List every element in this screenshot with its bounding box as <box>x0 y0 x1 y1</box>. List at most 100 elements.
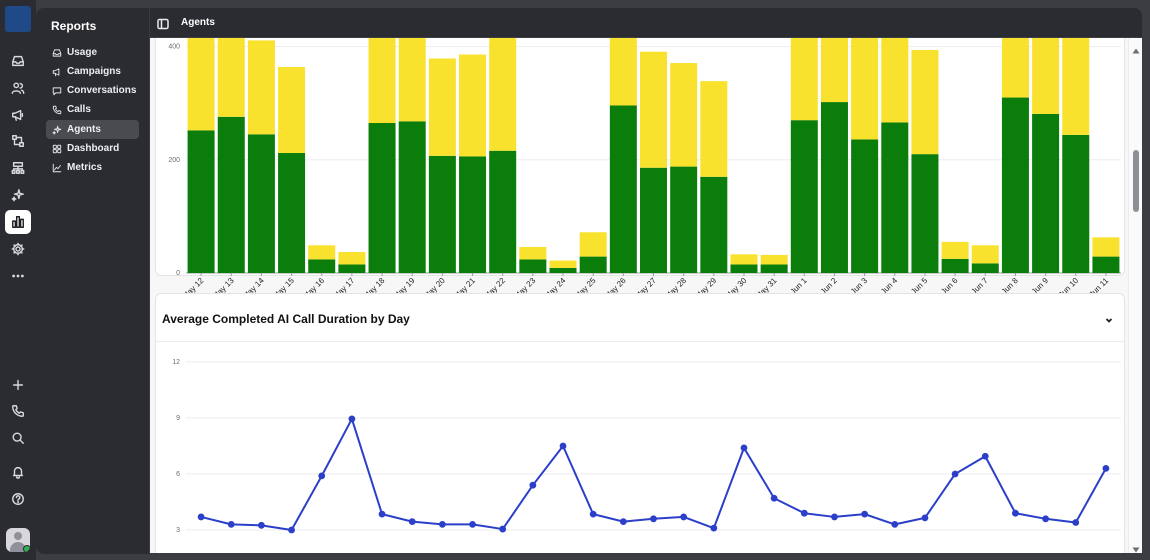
sidebar-toggle-icon[interactable] <box>157 17 169 30</box>
workspace-logo[interactable] <box>5 6 31 32</box>
bar-segment <box>368 38 396 124</box>
bar-segment <box>308 259 336 273</box>
sparkles-icon[interactable] <box>5 183 31 207</box>
bar-segment <box>338 252 366 265</box>
bar-segment <box>881 38 909 123</box>
sidebar-item-campaigns[interactable]: Campaigns <box>46 62 139 81</box>
bar-segment <box>1062 38 1090 135</box>
sparkles-icon <box>52 125 62 135</box>
data-point <box>1042 515 1049 523</box>
bar-segment <box>941 241 969 259</box>
megaphone-icon[interactable] <box>5 103 31 127</box>
data-point <box>740 444 748 452</box>
scroll-up-arrow-icon[interactable] <box>1132 42 1140 54</box>
org-chart-icon[interactable] <box>5 156 31 180</box>
sidebar-item-conversations[interactable]: Conversations <box>46 81 139 100</box>
bar-segment <box>911 49 939 155</box>
bar-segment <box>489 150 517 273</box>
bar-segment <box>820 102 848 274</box>
sidebar-item-usage[interactable]: Usage <box>46 43 139 62</box>
data-point <box>1072 519 1080 526</box>
bar-segment <box>640 51 667 168</box>
scrollbar-thumb[interactable] <box>1133 150 1139 212</box>
bar-segment <box>670 166 698 273</box>
sidebar-item-label: Calls <box>67 104 91 115</box>
bar-segment <box>670 63 698 167</box>
data-point <box>469 520 476 528</box>
workflow-icon[interactable] <box>5 129 31 153</box>
bar-segment <box>579 232 607 257</box>
sidebar-item-metrics[interactable]: Metrics <box>46 158 139 177</box>
bar-segment <box>911 154 939 273</box>
bar-segment <box>428 155 456 273</box>
bar-segment <box>790 38 818 121</box>
bar-segment <box>519 246 547 260</box>
data-point <box>559 442 567 450</box>
bar-segment <box>730 254 758 265</box>
line-chart: 3 6 9 12 <box>172 359 1121 534</box>
bar-segment <box>971 263 999 273</box>
bar-segment <box>247 134 275 273</box>
bar-segment <box>519 259 547 273</box>
online-status-dot <box>23 545 30 552</box>
more-icon[interactable] <box>5 264 31 288</box>
sidebar-item-label: Metrics <box>67 162 103 173</box>
data-point <box>831 513 838 521</box>
phone-icon[interactable] <box>5 399 31 423</box>
scrollbar[interactable] <box>1128 38 1142 553</box>
bar-segment <box>368 123 396 273</box>
reports-icon[interactable] <box>5 210 31 234</box>
bell-icon[interactable] <box>5 460 31 484</box>
bar-segment <box>489 38 517 151</box>
data-point <box>348 415 356 423</box>
y-tick-label: 200 <box>168 157 180 164</box>
bar-segment <box>1062 134 1090 273</box>
sidebar-item-label: Campaigns <box>67 66 121 77</box>
data-point <box>981 452 989 460</box>
data-point <box>408 518 416 525</box>
bar-segment <box>398 38 426 122</box>
data-point <box>921 514 929 522</box>
bar-segment <box>881 122 909 273</box>
bar-segment <box>1001 97 1029 273</box>
gear-icon[interactable] <box>5 237 31 261</box>
line-chart-card: Average Completed AI Call Duration by Da… <box>155 293 1125 553</box>
chart-title: Average Completed AI Call Duration by Da… <box>162 312 410 326</box>
sidebar-title: Reports <box>51 19 97 33</box>
data-point <box>800 509 808 517</box>
grid-icon <box>52 144 62 153</box>
sidebar-item-label: Dashboard <box>67 143 120 154</box>
bar-segment <box>1001 38 1029 98</box>
sidebar-item-dashboard[interactable]: Dashboard <box>46 139 139 158</box>
help-icon[interactable] <box>5 487 31 511</box>
data-point <box>197 513 205 521</box>
inbox-icon[interactable] <box>5 49 31 73</box>
contacts-icon[interactable] <box>5 76 31 100</box>
plus-icon[interactable] <box>5 373 31 397</box>
sidebar-item-label: Usage <box>67 47 98 58</box>
bar-segment <box>1092 256 1120 273</box>
bar-segment <box>549 267 577 273</box>
page-title: Agents <box>181 17 215 28</box>
bar-segment <box>217 38 245 117</box>
sidebar-item-agents[interactable]: Agents <box>46 120 139 139</box>
sidebar-item-calls[interactable]: Calls <box>46 100 139 119</box>
scroll-down-arrow-icon[interactable] <box>1132 541 1140 553</box>
data-point <box>680 513 688 521</box>
y-tick-label: 12 <box>172 359 180 366</box>
line-chart-icon <box>52 163 62 172</box>
inbox-icon <box>52 48 62 57</box>
data-point <box>951 470 959 478</box>
bar-segment <box>217 116 245 273</box>
avatar[interactable] <box>6 528 30 552</box>
bar-segment <box>971 245 999 264</box>
search-icon[interactable] <box>5 426 31 450</box>
data-point <box>589 510 597 518</box>
y-tick-label: 3 <box>176 527 180 534</box>
bar-segment <box>609 105 637 274</box>
bar-segment <box>1092 237 1120 257</box>
chevron-down-icon[interactable] <box>1104 312 1114 323</box>
